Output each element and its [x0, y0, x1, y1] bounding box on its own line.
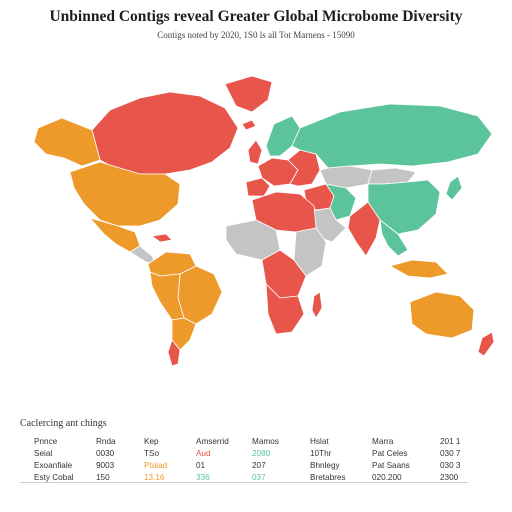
region-new-zealand[interactable]: [477, 331, 495, 357]
legend-heading: Caclercing ant chings: [20, 418, 107, 429]
region-greenland[interactable]: [224, 75, 273, 113]
legend-cell: 01: [196, 461, 206, 470]
region-canada[interactable]: [91, 91, 239, 175]
region-japan[interactable]: [445, 175, 463, 201]
legend-table: Pnnce Rnda Kep Amserrid Mamos Hslat Marra 201 1…: [34, 436, 474, 484]
legend-cell: 030 7: [440, 449, 461, 458]
region-australia[interactable]: [409, 291, 475, 339]
legend-row: Seial 0030 TSo Aud 2080 10Thr Pat Celes 030 7: [34, 448, 474, 460]
region-iran[interactable]: [325, 183, 357, 221]
legend-row: Esty Cobal 150 13.16 336 037 Bretabres 020.200…: [34, 472, 474, 484]
legend-cell: Ptalad: [144, 461, 168, 470]
legend-cell: Bhnlegy: [310, 461, 340, 470]
legend-cell: 030 3: [440, 461, 461, 470]
legend-cell: Pat Celes: [372, 449, 408, 458]
region-southern-africa[interactable]: [265, 283, 305, 335]
legend-cell: 2300: [440, 473, 459, 482]
legend-cell: Aud: [196, 449, 211, 458]
region-iberia[interactable]: [245, 177, 271, 197]
legend-cell: 2080: [252, 449, 271, 458]
region-caribbean[interactable]: [151, 233, 173, 243]
legend-cell: Seial: [34, 449, 53, 458]
legend-cell: 207: [252, 461, 266, 470]
legend-cell: Kep: [144, 437, 159, 446]
world-map: [33, 75, 495, 367]
region-madagascar[interactable]: [311, 291, 323, 319]
region-uk-ireland[interactable]: [247, 139, 263, 165]
region-alaska[interactable]: [33, 117, 101, 167]
legend-cell: Mamos: [252, 437, 279, 446]
region-usa[interactable]: [69, 161, 181, 227]
legend-cell: 150: [96, 473, 110, 482]
legend-cell: 0030: [96, 449, 115, 458]
legend-cell: Amserrid: [196, 437, 229, 446]
legend-cell: 9003: [96, 461, 115, 470]
legend-cell: 037: [252, 473, 266, 482]
legend-cell: 201 1: [440, 437, 461, 446]
region-indonesia[interactable]: [389, 259, 449, 279]
legend-cell: 13.16: [144, 473, 165, 482]
legend-cell: Marra: [372, 437, 394, 446]
legend-cell: Bretabres: [310, 473, 346, 482]
legend-cell: Pat Saans: [372, 461, 410, 470]
legend-divider: [20, 482, 468, 483]
legend-cell: 10Thr: [310, 449, 332, 458]
region-iceland[interactable]: [241, 119, 257, 131]
legend-row: Pnnce Rnda Kep Amserrid Mamos Hslat Marra 201 1: [34, 436, 474, 448]
map-title: Unbinned Contigs reveal Greater Global M…: [49, 8, 463, 25]
legend-cell: Esty Cobal: [34, 473, 74, 482]
legend-cell: 336: [196, 473, 210, 482]
map-subtitle: Contigs noted by 2020, 1S0 ls all Tot Ma…: [157, 30, 355, 40]
region-scandinavia[interactable]: [265, 115, 301, 157]
legend-cell: Hslat: [310, 437, 329, 446]
legend-cell: Pnnce: [34, 437, 58, 446]
legend-cell: 020.200: [372, 473, 402, 482]
region-india[interactable]: [347, 201, 381, 257]
region-brazil[interactable]: [177, 265, 223, 325]
legend-cell: TSo: [144, 449, 160, 458]
region-patagonia[interactable]: [167, 339, 181, 367]
region-southeast-asia[interactable]: [379, 219, 409, 257]
legend-row: Exoanfiale 9003 Ptalad 01 207 Bhnlegy Pat Saan…: [34, 460, 474, 472]
legend-cell: Rnda: [96, 437, 116, 446]
legend-cell: Exoanfiale: [34, 461, 73, 470]
region-russia[interactable]: [291, 103, 493, 169]
